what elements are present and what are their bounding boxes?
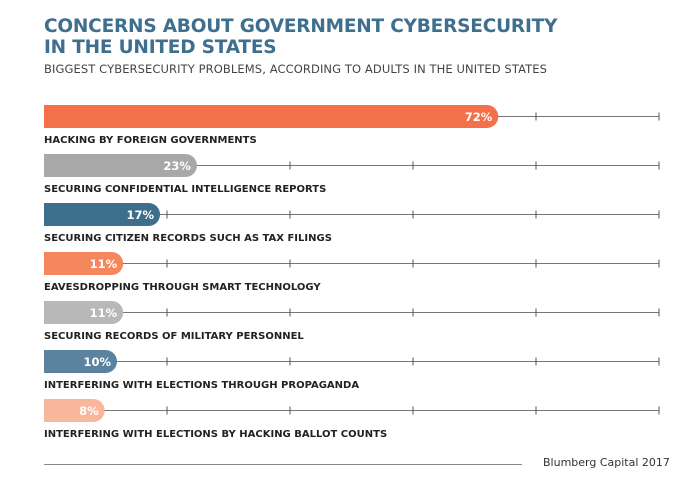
bar-value-label: 11%: [90, 306, 118, 320]
bar: [44, 252, 124, 275]
category-label: HACKING BY FOREIGN GOVERNMENTS: [44, 135, 257, 146]
bar: [44, 203, 161, 226]
category-label: SECURING RECORDS OF MILITARY PERSONNEL: [44, 331, 304, 342]
source-note: Blumberg Capital 2017: [543, 456, 670, 469]
bar-value-label: 72%: [465, 110, 493, 124]
bar: [44, 301, 124, 324]
category-label: SECURING CITIZEN RECORDS SUCH AS TAX FIL…: [44, 233, 332, 244]
chart-subtitle: BIGGEST CYBERSECURITY PROBLEMS, ACCORDIN…: [44, 62, 548, 76]
bar: [44, 105, 499, 128]
category-label: EAVESDROPPING THROUGH SMART TECHNOLOGY: [44, 282, 321, 293]
category-label: INTERFERING WITH ELECTIONS THROUGH PROPA…: [44, 380, 359, 391]
bar: [44, 350, 117, 373]
bar: [44, 154, 197, 177]
source-divider: [44, 464, 522, 465]
chart-title: CONCERNS ABOUT GOVERNMENT CYBERSECURITY …: [44, 16, 558, 58]
category-label: INTERFERING WITH ELECTIONS BY HACKING BA…: [44, 429, 387, 440]
bar-value-label: 23%: [163, 159, 191, 173]
bar: [44, 399, 105, 422]
bar-value-label: 10%: [83, 355, 111, 369]
bar-value-label: 11%: [90, 257, 118, 271]
bar-value-label: 17%: [127, 208, 155, 222]
category-label: SECURING CONFIDENTIAL INTELLIGENCE REPOR…: [44, 184, 326, 195]
bar-value-label: 8%: [79, 404, 99, 418]
